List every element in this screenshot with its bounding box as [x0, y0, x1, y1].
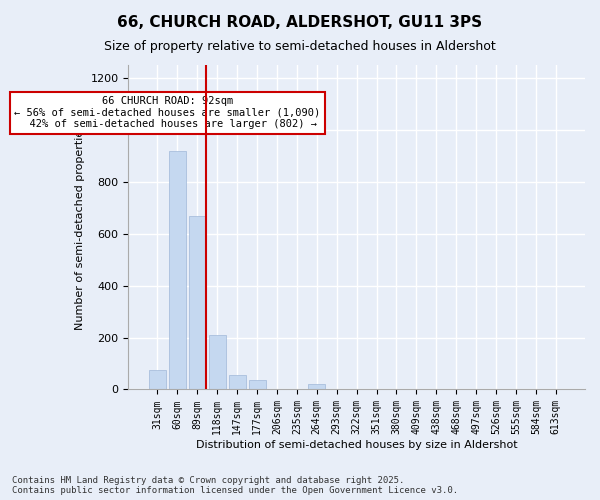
X-axis label: Distribution of semi-detached houses by size in Aldershot: Distribution of semi-detached houses by … — [196, 440, 517, 450]
Bar — [209, 335, 226, 390]
Bar — [149, 370, 166, 390]
Bar — [189, 216, 206, 390]
Bar — [248, 380, 266, 390]
Text: 66 CHURCH ROAD: 92sqm
← 56% of semi-detached houses are smaller (1,090)
  42% of: 66 CHURCH ROAD: 92sqm ← 56% of semi-deta… — [14, 96, 320, 130]
Text: Size of property relative to semi-detached houses in Aldershot: Size of property relative to semi-detach… — [104, 40, 496, 53]
Bar — [169, 150, 186, 390]
Text: Contains HM Land Registry data © Crown copyright and database right 2025.
Contai: Contains HM Land Registry data © Crown c… — [12, 476, 458, 495]
Bar — [308, 384, 325, 390]
Y-axis label: Number of semi-detached properties: Number of semi-detached properties — [75, 124, 85, 330]
Text: 66, CHURCH ROAD, ALDERSHOT, GU11 3PS: 66, CHURCH ROAD, ALDERSHOT, GU11 3PS — [118, 15, 482, 30]
Bar — [229, 375, 245, 390]
